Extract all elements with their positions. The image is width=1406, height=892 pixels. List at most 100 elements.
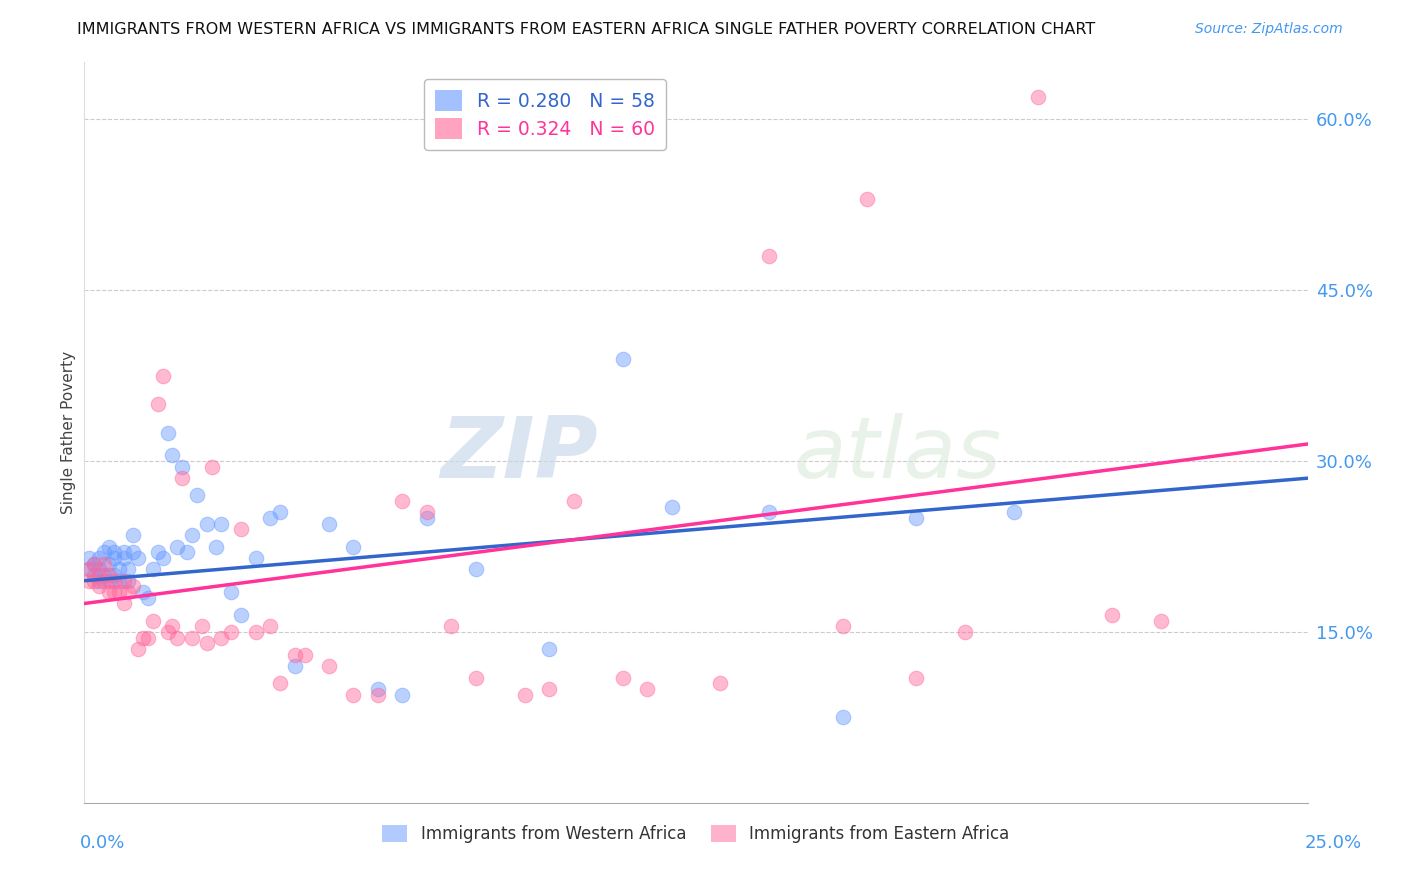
Point — [464, 671, 486, 685]
Point — [856, 192, 879, 206]
Point — [391, 494, 413, 508]
Point — [93, 545, 115, 559]
Point — [97, 557, 120, 571]
Point — [97, 540, 120, 554]
Point — [181, 528, 204, 542]
Point — [612, 671, 634, 685]
Point — [162, 449, 184, 463]
Point — [191, 619, 214, 633]
Point — [83, 557, 105, 571]
Point — [294, 648, 316, 662]
Point — [259, 619, 281, 633]
Point — [103, 545, 125, 559]
Point — [107, 574, 129, 588]
Point — [758, 249, 780, 263]
Point — [156, 624, 179, 639]
Point — [831, 710, 853, 724]
Point — [342, 540, 364, 554]
Point — [172, 459, 194, 474]
Point — [953, 624, 976, 639]
Point — [156, 425, 179, 440]
Text: Source: ZipAtlas.com: Source: ZipAtlas.com — [1195, 22, 1343, 37]
Point — [342, 688, 364, 702]
Point — [284, 648, 307, 662]
Point — [146, 397, 169, 411]
Point — [318, 516, 340, 531]
Legend: Immigrants from Western Africa, Immigrants from Eastern Africa: Immigrants from Western Africa, Immigran… — [375, 819, 1017, 850]
Point — [269, 505, 291, 519]
Point — [219, 585, 242, 599]
Point — [538, 642, 561, 657]
Point — [661, 500, 683, 514]
Point — [107, 585, 129, 599]
Point — [229, 523, 252, 537]
Point — [259, 511, 281, 525]
Point — [612, 351, 634, 366]
Point — [83, 568, 105, 582]
Point — [117, 585, 139, 599]
Point — [136, 591, 159, 605]
Point — [87, 568, 110, 582]
Point — [195, 516, 218, 531]
Point — [831, 619, 853, 633]
Point — [186, 488, 208, 502]
Text: 0.0%: 0.0% — [80, 834, 125, 852]
Point — [195, 636, 218, 650]
Point — [636, 681, 658, 696]
Point — [562, 494, 585, 508]
Point — [284, 659, 307, 673]
Point — [172, 471, 194, 485]
Point — [152, 550, 174, 565]
Y-axis label: Single Father Poverty: Single Father Poverty — [60, 351, 76, 514]
Point — [97, 574, 120, 588]
Point — [122, 545, 145, 559]
Point — [93, 557, 115, 571]
Point — [127, 550, 149, 565]
Point — [219, 624, 242, 639]
Point — [166, 540, 188, 554]
Point — [245, 624, 267, 639]
Point — [205, 540, 228, 554]
Point — [1002, 505, 1025, 519]
Point — [132, 631, 155, 645]
Point — [905, 511, 928, 525]
Point — [112, 574, 135, 588]
Point — [142, 614, 165, 628]
Point — [200, 459, 222, 474]
Point — [97, 585, 120, 599]
Point — [152, 368, 174, 383]
Point — [166, 631, 188, 645]
Point — [83, 574, 105, 588]
Point — [181, 631, 204, 645]
Point — [77, 550, 100, 565]
Point — [391, 688, 413, 702]
Point — [93, 568, 115, 582]
Point — [709, 676, 731, 690]
Point — [83, 557, 105, 571]
Point — [464, 562, 486, 576]
Point — [146, 545, 169, 559]
Text: 25.0%: 25.0% — [1305, 834, 1361, 852]
Point — [87, 562, 110, 576]
Point — [87, 579, 110, 593]
Point — [162, 619, 184, 633]
Point — [367, 688, 389, 702]
Point — [122, 528, 145, 542]
Point — [87, 574, 110, 588]
Point — [103, 550, 125, 565]
Point — [513, 688, 536, 702]
Point — [112, 597, 135, 611]
Text: ZIP: ZIP — [440, 413, 598, 496]
Point — [905, 671, 928, 685]
Point — [1028, 89, 1050, 103]
Point — [117, 574, 139, 588]
Point — [93, 574, 115, 588]
Point — [229, 607, 252, 622]
Point — [117, 562, 139, 576]
Point — [87, 550, 110, 565]
Point — [122, 579, 145, 593]
Point — [97, 568, 120, 582]
Point — [538, 681, 561, 696]
Point — [209, 516, 232, 531]
Point — [176, 545, 198, 559]
